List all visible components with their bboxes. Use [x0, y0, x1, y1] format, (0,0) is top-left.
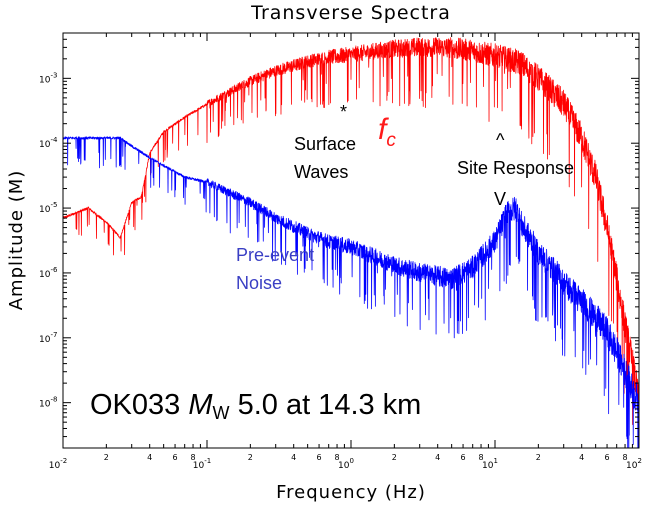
site-response-label: Site Response [457, 158, 574, 178]
site-response-caret: ^ [496, 130, 505, 150]
surface-waves-label-1: Surface [294, 134, 356, 154]
x-minor-label: 8 [334, 453, 339, 462]
x-axis-label: Frequency (Hz) [276, 482, 426, 503]
station-suffix: 5.0 at 14.3 km [230, 389, 422, 421]
noise-label-1: Pre-event [236, 245, 314, 265]
y-major-label: 10-3 [39, 71, 57, 85]
x-major-label: 10-2 [49, 457, 67, 471]
x-minor-label: 4 [291, 453, 296, 462]
fc-main: f [378, 113, 389, 146]
fc-sub: c [386, 130, 396, 151]
x-minor-label: 2 [536, 453, 541, 462]
x-minor-label: 6 [461, 453, 466, 462]
x-minor-label: 6 [173, 453, 178, 462]
surface-waves-star: * [340, 102, 347, 122]
series-signal-line [63, 37, 639, 426]
site-response-v: V [494, 189, 506, 209]
y-major-label: 10-4 [39, 136, 58, 150]
chart-title: Transverse Spectra [250, 2, 451, 24]
x-minor-label: 2 [104, 453, 109, 462]
x-minor-label: 8 [478, 453, 483, 462]
y-major-label: 10-6 [39, 266, 58, 280]
axis-ticks: 2 4 6 8 2 4 6 8 2 4 6 8 2 4 6 8 10-2 10-1 100 101 102 10-3 10-… [39, 32, 642, 471]
y-major-label: 10-8 [39, 396, 57, 410]
x-minor-label: 4 [435, 453, 440, 462]
x-minor-label: 8 [622, 453, 627, 462]
station-m: M [188, 389, 213, 421]
y-axis-label: Amplitude (M) [6, 170, 27, 311]
x-minor-label: 6 [605, 453, 610, 462]
x-major-label: 10-1 [193, 457, 211, 471]
noise-label-2: Noise [236, 273, 282, 293]
y-major-label: 10-7 [39, 331, 57, 345]
station-w: W [213, 403, 230, 423]
surface-waves-label-2: Waves [294, 162, 348, 182]
series-layer [63, 37, 639, 448]
x-minor-label: 2 [248, 453, 253, 462]
y-major-label: 10-5 [39, 201, 57, 215]
x-major-label: 101 [482, 457, 498, 471]
corner-frequency-label: fc [378, 113, 396, 151]
x-minor-label: 8 [190, 453, 195, 462]
series-noise-line [63, 136, 639, 448]
x-major-label: 100 [338, 457, 354, 471]
x-minor-label: 2 [392, 453, 397, 462]
x-major-label: 102 [626, 457, 642, 471]
x-minor-label: 4 [147, 453, 152, 462]
station-caption: OK033 MW 5.0 at 14.3 km [90, 389, 421, 423]
x-minor-label: 4 [579, 453, 584, 462]
x-minor-label: 6 [317, 453, 322, 462]
station-prefix: OK033 [90, 389, 188, 421]
